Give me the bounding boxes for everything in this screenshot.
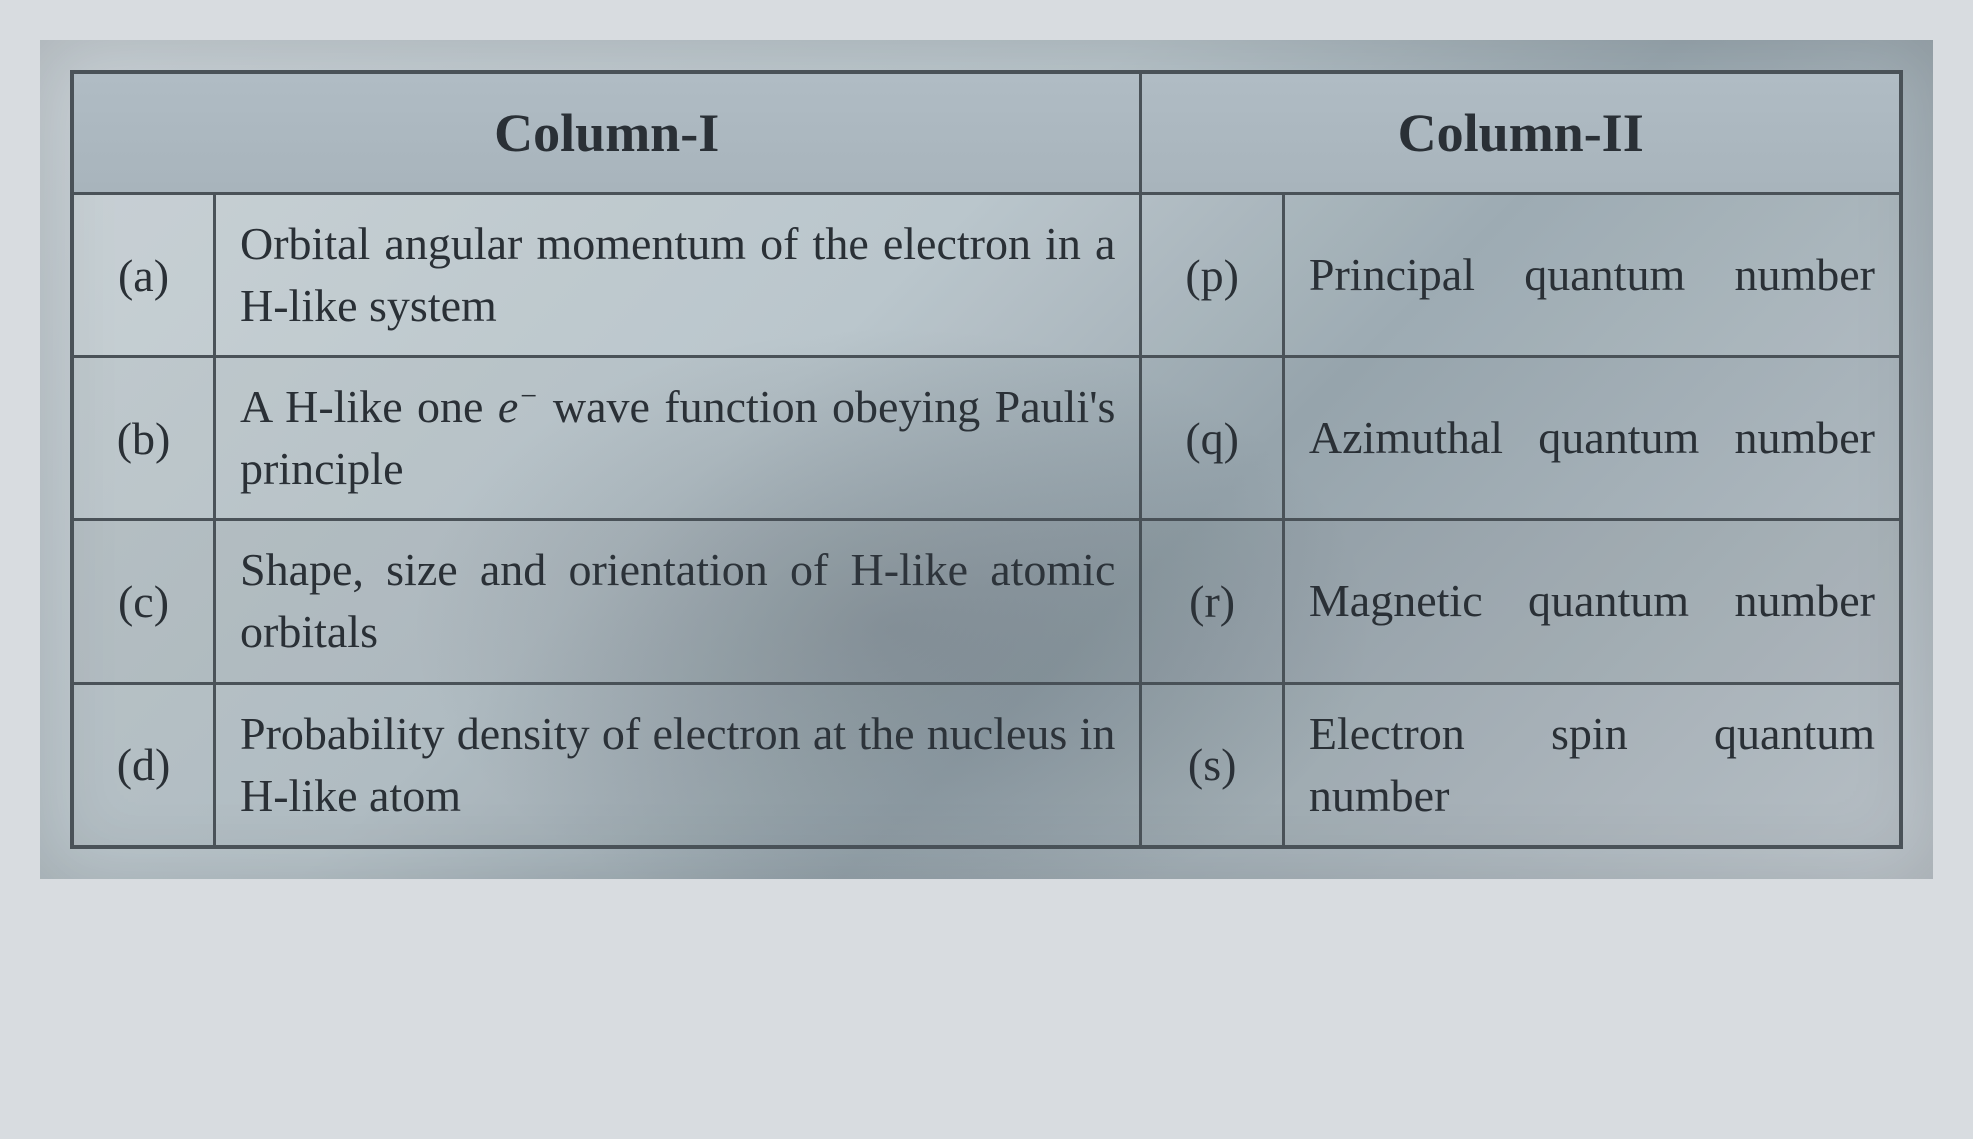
header-col2: Column-II xyxy=(1141,72,1901,194)
row-a-text: Orbital angular momentum of the electron… xyxy=(215,194,1141,357)
row-b-label: (b) xyxy=(72,357,215,520)
row-q-label: (q) xyxy=(1141,357,1284,520)
row-c-label: (c) xyxy=(72,520,215,683)
page-container: Column-I Column-II (a) Orbital angular m… xyxy=(40,40,1933,879)
row-r-label: (r) xyxy=(1141,520,1284,683)
table-row: (a) Orbital angular momentum of the elec… xyxy=(72,194,1901,357)
row-r-text: Magnetic quantum number xyxy=(1283,520,1901,683)
row-s-text: Electron spin quantum number xyxy=(1283,683,1901,847)
row-s-label: (s) xyxy=(1141,683,1284,847)
row-c-text: Shape, size and orientation of H-like at… xyxy=(215,520,1141,683)
row-a-label: (a) xyxy=(72,194,215,357)
table-row: (b) A H-like one e− wave function obeyin… xyxy=(72,357,1901,520)
row-q-text: Azimuthal quantum number xyxy=(1283,357,1901,520)
row-p-label: (p) xyxy=(1141,194,1284,357)
header-row: Column-I Column-II xyxy=(72,72,1901,194)
row-d-label: (d) xyxy=(72,683,215,847)
table-row: (d) Probability density of electron at t… xyxy=(72,683,1901,847)
table-row: (c) Shape, size and orientation of H-lik… xyxy=(72,520,1901,683)
row-d-text: Probability density of electron at the n… xyxy=(215,683,1141,847)
row-b-text: A H-like one e− wave function obeying Pa… xyxy=(215,357,1141,520)
row-p-text: Principal quantum number xyxy=(1283,194,1901,357)
match-columns-table: Column-I Column-II (a) Orbital angular m… xyxy=(70,70,1903,849)
header-col1: Column-I xyxy=(72,72,1141,194)
